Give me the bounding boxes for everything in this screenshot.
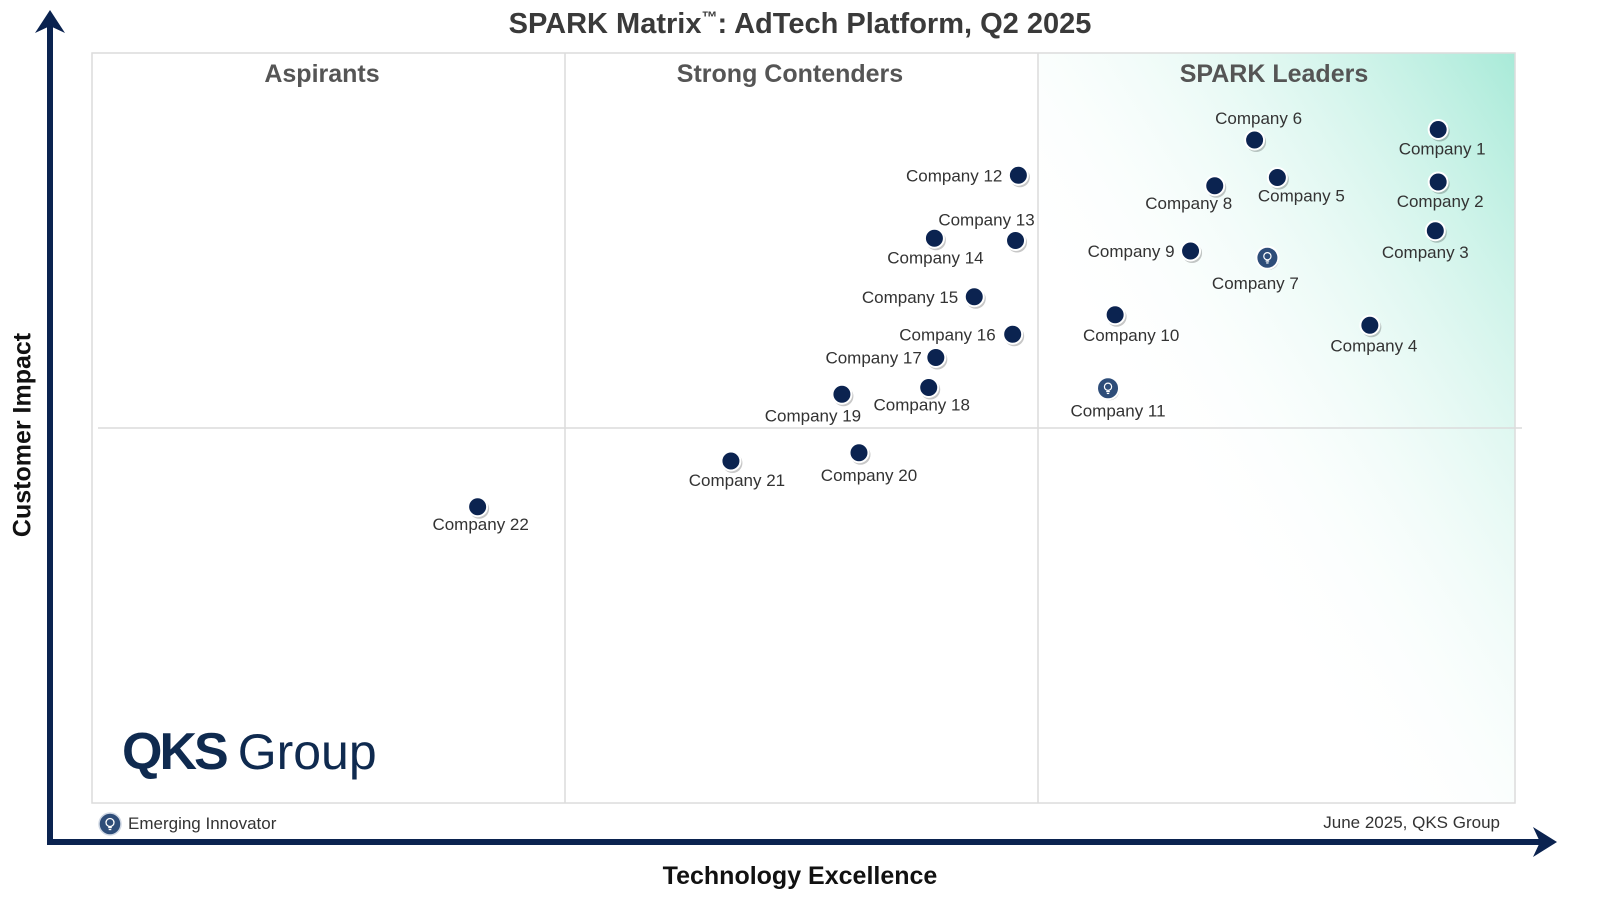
data-point-marker	[1424, 220, 1446, 242]
point-label: Company 12	[906, 166, 1002, 185]
data-point-1: Company 1	[1399, 119, 1486, 159]
point-label: Company 14	[887, 248, 983, 267]
logo-qks-text: QKS	[122, 723, 229, 781]
point-label: Company 2	[1397, 192, 1484, 211]
emerging-innovator-marker	[1096, 376, 1121, 401]
data-point-marker	[1244, 129, 1266, 151]
point-label: Company 5	[1258, 187, 1345, 206]
data-point-marker	[1180, 240, 1202, 262]
data-point-marker	[1005, 230, 1027, 251]
emerging-innovator-marker	[1255, 245, 1280, 270]
point-label: Company 22	[432, 515, 528, 534]
data-point-5: Company 5	[1258, 167, 1345, 206]
lightbulb-icon	[98, 812, 122, 836]
qks-group-logo: QKS Group	[122, 722, 377, 782]
data-point-12: Company 12	[906, 164, 1030, 188]
quadrant-label-aspirants: Aspirants	[264, 60, 380, 88]
point-label: Company 10	[1083, 326, 1179, 345]
data-point-marker	[1359, 314, 1381, 336]
data-point-marker	[831, 383, 853, 405]
legend-label: Emerging Innovator	[128, 814, 277, 833]
trademark-mark: ™	[701, 9, 718, 27]
x-axis-arrow	[1533, 827, 1557, 857]
data-point-10: Company 10	[1083, 304, 1179, 345]
data-point-22: Company 22	[432, 496, 529, 534]
quadrant-label-spark-leaders: SPARK Leaders	[1179, 60, 1369, 88]
data-point-18: Company 18	[874, 377, 970, 415]
data-point-14: Company 14	[887, 227, 984, 267]
data-point-marker	[848, 442, 870, 464]
data-point-marker	[1104, 304, 1126, 326]
data-point-16: Company 16	[899, 323, 1025, 347]
point-label: Company 19	[765, 406, 861, 425]
data-point-marker	[720, 450, 742, 472]
point-label: Company 6	[1215, 109, 1302, 128]
data-point-21: Company 21	[689, 450, 785, 490]
point-label: Company 8	[1145, 194, 1232, 213]
x-axis-label: Technology Excellence	[662, 862, 938, 890]
lightbulb-icon	[1263, 252, 1272, 264]
quadrant-label-strong-contenders: Strong Contenders	[676, 60, 904, 88]
data-point-marker	[467, 496, 489, 518]
data-point-20: Company 20	[821, 442, 917, 485]
point-label: Company 4	[1330, 336, 1417, 355]
data-point-marker	[1427, 171, 1449, 193]
point-label: Company 3	[1382, 243, 1469, 262]
data-point-13: Company 13	[938, 211, 1035, 253]
data-point-15: Company 15	[862, 286, 986, 309]
point-label: Company 20	[821, 466, 917, 485]
lightbulb-icon	[1103, 382, 1113, 395]
data-point-7: Company 7	[1212, 245, 1299, 293]
point-label: Company 21	[689, 471, 785, 490]
legend: Emerging Innovator	[98, 812, 276, 836]
data-point-marker	[923, 227, 945, 249]
point-label: Company 11	[1070, 401, 1165, 420]
data-point-9: Company 9	[1088, 240, 1203, 263]
source-note: June 2025, QKS Group	[1323, 813, 1500, 832]
data-point-17: Company 17	[825, 347, 948, 370]
chart-title: SPARK Matrix™: AdTech Platform, Q2 2025	[508, 8, 1092, 40]
point-label: Company 18	[874, 396, 970, 415]
data-point-marker	[963, 286, 985, 308]
data-point-4: Company 4	[1330, 314, 1417, 355]
points-layer: Company 1 Company 2 Company 3 Company 4 Comp…	[432, 109, 1485, 534]
point-label: Company 7	[1212, 274, 1299, 293]
data-point-marker	[1266, 167, 1288, 188]
data-point-marker	[1002, 323, 1024, 345]
y-axis-arrow	[35, 10, 65, 33]
data-point-6: Company 6	[1215, 109, 1302, 152]
data-point-marker	[925, 347, 947, 368]
data-point-11: Company 11	[1070, 376, 1166, 420]
data-point-19: Company 19	[765, 383, 861, 425]
data-point-marker	[918, 377, 940, 398]
data-point-marker	[1427, 119, 1449, 140]
data-point-marker	[1204, 175, 1226, 197]
data-point-marker	[1007, 164, 1029, 186]
point-label: Company 9	[1088, 242, 1175, 261]
point-label: Company 16	[899, 325, 995, 344]
logo-group-text: Group	[237, 724, 377, 780]
data-point-2: Company 2	[1397, 171, 1484, 211]
point-label: Company 13	[938, 211, 1034, 230]
point-label: Company 17	[825, 349, 921, 368]
point-label: Company 15	[862, 288, 958, 307]
y-axis-label: Customer Impact	[8, 332, 37, 538]
point-label: Company 1	[1399, 140, 1486, 159]
data-point-8: Company 8	[1145, 175, 1232, 213]
data-point-3: Company 3	[1382, 220, 1469, 262]
